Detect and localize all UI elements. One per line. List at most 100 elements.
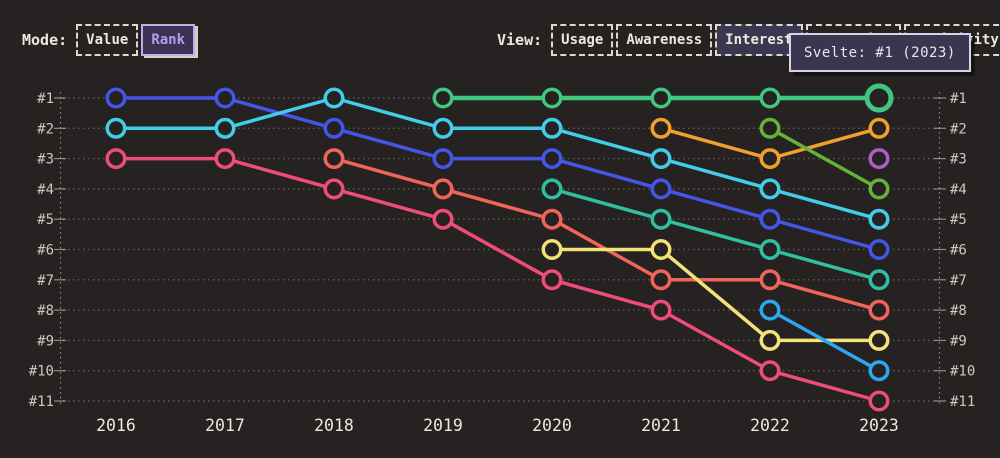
point-purple-2023[interactable] (868, 148, 890, 170)
series-yellow (541, 239, 890, 351)
point-orange-2021[interactable] (650, 117, 672, 139)
rank-label-right: #7 (950, 273, 967, 289)
point-salmon-2019[interactable] (432, 178, 454, 200)
rank-label-right: #9 (950, 333, 967, 349)
series-blue (105, 87, 890, 260)
rank-label-left: #7 (37, 273, 54, 289)
point-blue-2022[interactable] (759, 208, 781, 230)
rank-label-left: #6 (37, 243, 54, 259)
view-option-awareness[interactable]: Awareness (616, 24, 713, 56)
point-lime-2023[interactable] (868, 178, 890, 200)
rank-label-right: #8 (950, 303, 967, 319)
point-blue-2020[interactable] (541, 148, 563, 170)
rank-label-left: #3 (37, 152, 54, 168)
rank-label-right: #5 (950, 212, 967, 228)
rank-label-left: #4 (37, 182, 54, 198)
series-lime (759, 117, 890, 200)
year-label-2022: 2022 (750, 416, 790, 435)
rank-label-left: #5 (37, 212, 54, 228)
series-cyan-line (114, 96, 881, 221)
mode-label: Mode: (22, 31, 68, 49)
point-blue-2021[interactable] (650, 178, 672, 200)
mode-option-rank[interactable]: Rank (141, 24, 196, 56)
point-lime-2022[interactable] (759, 117, 781, 139)
point-cyan-2017[interactable] (214, 117, 236, 139)
rank-label-right: #1 (950, 91, 967, 107)
point-teal-2022[interactable] (759, 239, 781, 260)
point-teal-2021[interactable] (650, 208, 672, 230)
point-blue-2018[interactable] (323, 117, 345, 139)
point-teal-2020[interactable] (541, 178, 563, 200)
point-pink-2021[interactable] (650, 299, 672, 321)
rank-label-right: #2 (950, 121, 967, 137)
point-cyan-2020[interactable] (541, 117, 563, 139)
point-blue-2016[interactable] (105, 87, 127, 109)
point-blue-2019[interactable] (432, 148, 454, 170)
series-blue-line (114, 96, 881, 252)
point-yellow-2021[interactable] (650, 239, 672, 260)
year-label-2019: 2019 (423, 416, 463, 435)
rank-label-right: #3 (950, 152, 967, 168)
point-pink-2019[interactable] (432, 208, 454, 230)
point-cyan-2023[interactable] (868, 208, 890, 230)
point-cyan-2016[interactable] (105, 117, 127, 139)
point-svelte-green-2020[interactable] (541, 87, 563, 109)
rank-label-left: #8 (37, 303, 54, 319)
series-purple (868, 148, 890, 170)
series-salmon-line (332, 156, 881, 312)
point-sky-2022[interactable] (759, 299, 781, 321)
point-salmon-2021[interactable] (650, 269, 672, 291)
point-pink-2020[interactable] (541, 269, 563, 291)
point-cyan-2019[interactable] (432, 117, 454, 139)
point-salmon-2020[interactable] (541, 208, 563, 230)
series-teal (541, 178, 890, 291)
point-orange-2022[interactable] (759, 148, 781, 170)
point-svelte-green-2023[interactable] (864, 83, 894, 113)
year-label-2023: 2023 (859, 416, 899, 435)
point-orange-2023[interactable] (868, 117, 890, 139)
view-option-usage[interactable]: Usage (551, 24, 614, 56)
mode-option-value[interactable]: Value (76, 24, 139, 56)
series-pink-line (114, 156, 881, 403)
point-cyan-2021[interactable] (650, 148, 672, 170)
year-label-2018: 2018 (314, 416, 354, 435)
point-svelte-green-2021[interactable] (650, 87, 672, 109)
point-cyan-2018[interactable] (323, 87, 345, 109)
point-teal-2023[interactable] (868, 269, 890, 291)
point-pink-2017[interactable] (214, 148, 236, 170)
point-blue-2023[interactable] (868, 239, 890, 260)
view-label: View: (497, 31, 543, 49)
series-orange (650, 117, 890, 170)
point-salmon-2023[interactable] (868, 299, 890, 321)
rank-label-right: #4 (950, 182, 967, 198)
mode-toggle-group: Mode: Value Rank (22, 24, 196, 56)
point-pink-2023[interactable] (868, 390, 890, 412)
mode-buttons: Value Rank (76, 24, 196, 56)
series-cyan (105, 87, 890, 230)
point-sky-2023[interactable] (868, 360, 890, 382)
point-yellow-2023[interactable] (868, 329, 890, 351)
point-yellow-2020[interactable] (541, 239, 563, 260)
series-sky-line (768, 308, 881, 373)
point-pink-2018[interactable] (323, 178, 345, 200)
point-pink-2022[interactable] (759, 360, 781, 382)
point-blue-2017[interactable] (214, 87, 236, 109)
point-yellow-2022[interactable] (759, 329, 781, 351)
point-salmon-2022[interactable] (759, 269, 781, 291)
series-lime-line (768, 126, 881, 191)
rank-label-right: #11 (950, 394, 975, 410)
point-svelte-green-2022[interactable] (759, 87, 781, 109)
year-label-2017: 2017 (205, 416, 245, 435)
series-sky (759, 299, 890, 382)
rank-label-left: #1 (37, 91, 54, 107)
point-pink-2016[interactable] (105, 148, 127, 170)
rank-label-left: #11 (29, 394, 54, 410)
year-label-2021: 2021 (641, 416, 681, 435)
rank-label-left: #2 (37, 121, 54, 137)
series-teal-line (550, 187, 881, 282)
point-salmon-2018[interactable] (323, 148, 345, 170)
point-svelte-green-2019[interactable] (432, 87, 454, 109)
point-cyan-2022[interactable] (759, 178, 781, 200)
